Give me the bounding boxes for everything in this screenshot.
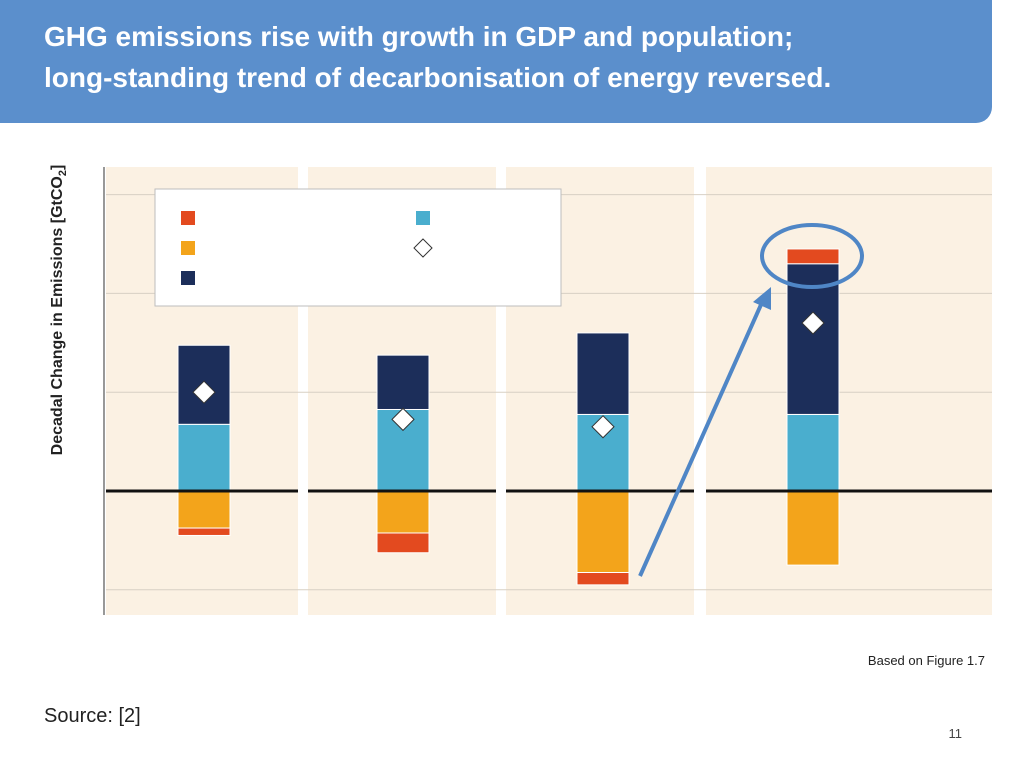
legend-marker-energy xyxy=(181,241,195,255)
panel-4 xyxy=(706,167,992,615)
highlight-annotation xyxy=(638,223,864,577)
bar-energy-2 xyxy=(376,490,430,534)
total-change-diamond-1 xyxy=(192,380,216,404)
source-citation: Source: [2] xyxy=(44,705,141,727)
emissions-chart: Decadal Change in Emissions [GtCO2] xyxy=(49,165,992,615)
highlight-circle xyxy=(760,223,864,289)
legend-marker-gdp xyxy=(181,271,195,285)
total-change-diamond-2 xyxy=(391,407,415,432)
title-banner: GHG emissions rise with growth in GDP an… xyxy=(0,0,992,123)
total-change-diamond-4 xyxy=(801,311,825,335)
bar-carbon-3 xyxy=(576,572,630,586)
bar-carbon-1 xyxy=(177,527,231,536)
bar-energy-3 xyxy=(576,490,630,574)
slide-title-line-2: long-standing trend of decarbonisation o… xyxy=(44,62,832,93)
bar-population-4 xyxy=(786,413,840,492)
figure-footnote: Based on Figure 1.7 xyxy=(867,653,985,668)
bar-carbon-4 xyxy=(786,248,840,265)
legend-marker-population xyxy=(416,211,430,225)
legend xyxy=(154,188,562,307)
bar-energy-1 xyxy=(177,490,231,529)
bar-population-1 xyxy=(177,423,231,492)
y-axis-label: Decadal Change in Emissions [GtCO2] xyxy=(49,165,69,456)
highlight-arrow-shaft xyxy=(638,297,766,577)
bar-energy-4 xyxy=(786,490,840,566)
legend-marker-total-change xyxy=(413,238,433,258)
legend-marker-carbon xyxy=(181,211,195,225)
total-change-markers xyxy=(192,311,825,439)
highlight-arrow-head xyxy=(753,287,771,310)
bar-carbon-2 xyxy=(376,532,430,554)
bar-gdp-2 xyxy=(376,354,430,410)
slide-title-line-1: GHG emissions rise with growth in GDP an… xyxy=(44,21,794,52)
legend-box xyxy=(154,188,562,307)
total-change-diamond-3 xyxy=(591,415,615,439)
page-number: 11 xyxy=(948,726,963,741)
bar-gdp-3 xyxy=(576,332,630,415)
